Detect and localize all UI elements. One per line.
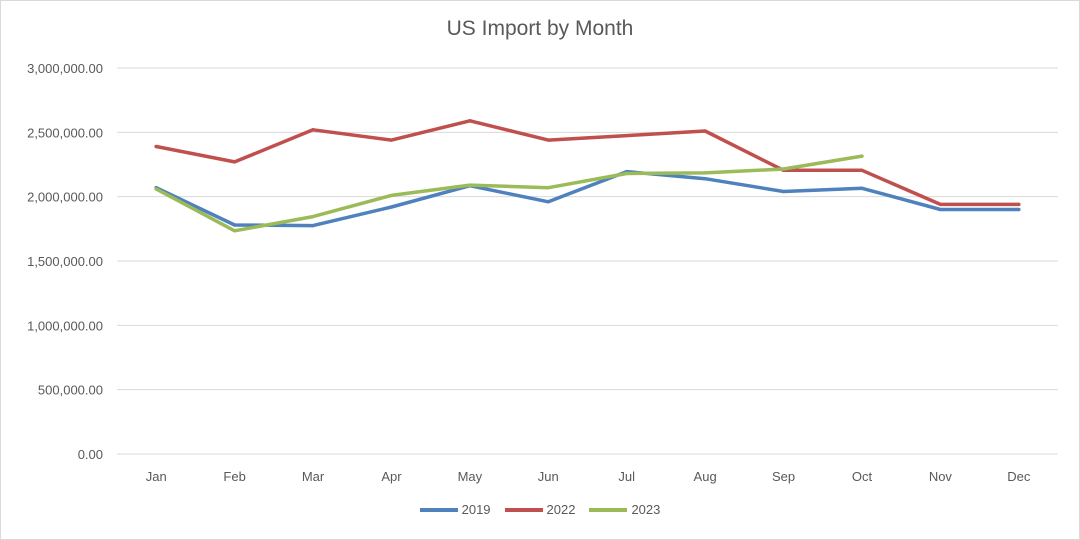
data-point-2022 bbox=[1017, 202, 1021, 206]
y-tick-label: 1,500,000.00 bbox=[27, 254, 103, 269]
data-point-2023 bbox=[703, 171, 707, 175]
x-tick-label: Jun bbox=[538, 469, 559, 484]
data-point-2022 bbox=[311, 128, 315, 132]
data-point-2022 bbox=[625, 133, 629, 138]
y-tick-label: 3,000,000.00 bbox=[27, 61, 103, 76]
data-point-2023 bbox=[311, 215, 315, 219]
y-tick-label: 0.00 bbox=[78, 447, 103, 462]
data-point-2019 bbox=[860, 186, 864, 190]
data-point-2022 bbox=[468, 119, 472, 123]
x-tick-label: Nov bbox=[929, 469, 953, 484]
data-point-2022 bbox=[860, 168, 864, 172]
legend-label: 2019 bbox=[461, 502, 491, 517]
data-point-2022 bbox=[233, 160, 237, 164]
data-point-2019 bbox=[938, 207, 942, 212]
x-tick-label: Feb bbox=[223, 469, 245, 484]
series-line-2022 bbox=[154, 119, 1021, 207]
x-tick-label: Jul bbox=[618, 469, 635, 484]
data-point-2019 bbox=[389, 205, 394, 209]
x-tick-label: Jan bbox=[146, 469, 167, 484]
data-point-2023 bbox=[233, 229, 237, 233]
x-tick-label: Oct bbox=[852, 469, 873, 484]
x-tick-label: Aug bbox=[694, 469, 717, 484]
data-point-2023 bbox=[389, 193, 394, 197]
series-line-2019 bbox=[154, 169, 1021, 228]
data-point-2022 bbox=[154, 144, 158, 149]
legend-swatch bbox=[419, 507, 458, 512]
y-tick-label: 500,000.00 bbox=[38, 383, 103, 398]
legend-swatch bbox=[589, 507, 628, 512]
data-point-2023 bbox=[781, 167, 786, 171]
y-tick-label: 1,000,000.00 bbox=[27, 318, 103, 333]
data-point-2019 bbox=[546, 200, 550, 204]
data-point-2022 bbox=[938, 202, 942, 206]
legend-item: 2023 bbox=[589, 502, 660, 517]
y-tick-label: 2,000,000.00 bbox=[27, 190, 103, 205]
data-point-2019 bbox=[233, 223, 237, 227]
data-point-2022 bbox=[703, 129, 707, 133]
x-tick-label: Dec bbox=[1007, 469, 1031, 484]
series-line-2023 bbox=[154, 154, 864, 233]
chart-title: US Import by Month bbox=[446, 17, 634, 40]
x-tick-label: May bbox=[458, 469, 483, 484]
data-point-2022 bbox=[389, 138, 394, 142]
x-tick-label: Sep bbox=[772, 469, 795, 484]
data-point-2023 bbox=[546, 186, 550, 190]
y-tick-label: 2,500,000.00 bbox=[27, 125, 103, 140]
data-point-2019 bbox=[781, 189, 786, 194]
legend-item: 2022 bbox=[504, 502, 576, 517]
data-point-2019 bbox=[311, 224, 315, 228]
data-point-2023 bbox=[860, 154, 864, 158]
x-tick-label: Apr bbox=[381, 469, 402, 484]
data-point-2022 bbox=[546, 138, 550, 142]
legend-label: 2022 bbox=[546, 502, 576, 517]
data-point-2023 bbox=[625, 171, 629, 176]
data-point-2019 bbox=[703, 177, 707, 181]
legend-item: 2019 bbox=[419, 502, 491, 517]
data-point-2019 bbox=[1017, 207, 1021, 212]
data-point-2023 bbox=[468, 183, 472, 187]
data-point-2023 bbox=[154, 187, 158, 191]
x-tick-label: Mar bbox=[302, 469, 325, 484]
legend: 2019 2022 2023 bbox=[0, 502, 1080, 517]
legend-label: 2023 bbox=[631, 502, 661, 517]
legend-swatch bbox=[504, 507, 543, 512]
